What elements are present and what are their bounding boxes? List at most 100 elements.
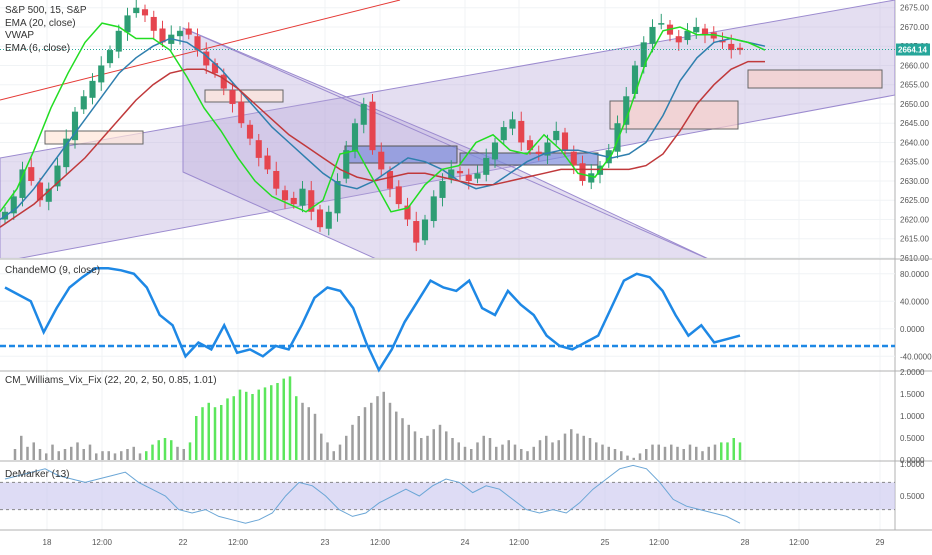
symbol-title: S&P 500, 15, S&P xyxy=(5,5,87,16)
demarker-line xyxy=(4,464,741,524)
vix-bar xyxy=(207,402,210,460)
candle-body xyxy=(150,16,157,31)
candle-body xyxy=(360,103,367,125)
vix-tick-label: 2.0000 xyxy=(900,368,925,377)
price-tick-label: 2645.00 xyxy=(900,119,929,128)
vix-bar xyxy=(251,394,254,460)
candle-body xyxy=(395,186,402,205)
candle-body xyxy=(28,167,35,181)
price-tick-label: 2620.00 xyxy=(900,215,929,224)
vix-bar xyxy=(238,389,242,460)
candle-body xyxy=(194,36,201,51)
candle-body xyxy=(10,196,17,214)
vix-bar xyxy=(632,457,635,460)
vix-bar xyxy=(257,389,260,460)
falling-channel-upper-line xyxy=(182,27,708,258)
candle-body xyxy=(71,111,79,141)
candle-body xyxy=(736,47,744,51)
vix-bar xyxy=(57,451,60,460)
vix-tick-label: 0.0000 xyxy=(900,456,925,465)
time-tick-label: 12:00 xyxy=(92,538,113,547)
vix-bar xyxy=(301,402,304,460)
vix-bar xyxy=(20,435,23,460)
vix-bar xyxy=(645,449,648,460)
ema6-line xyxy=(0,22,766,213)
price-tick-label: 2655.00 xyxy=(900,81,929,90)
vix-bar xyxy=(45,453,48,460)
vix-bar xyxy=(482,435,485,460)
demarker-tick-label: 0.5000 xyxy=(900,492,925,501)
ema6-legend: EMA (6, close) xyxy=(5,42,71,54)
candle-body xyxy=(133,7,140,14)
rising-channel xyxy=(0,0,895,258)
candle-body xyxy=(728,43,735,51)
vix-tick-label: 0.5000 xyxy=(900,434,925,443)
candle-body xyxy=(509,119,516,129)
vix-bar xyxy=(107,451,110,460)
vix-bar xyxy=(345,435,348,460)
vix-bar xyxy=(132,446,135,460)
vix-bar xyxy=(307,407,310,460)
vix-bar xyxy=(738,442,742,460)
demarker-title: DeMarker (13) xyxy=(5,469,70,480)
vix-bar xyxy=(563,433,567,460)
vix-bar xyxy=(551,442,554,460)
candle-body xyxy=(98,65,105,83)
vix-bar xyxy=(557,440,560,460)
time-tick-label: 12:00 xyxy=(370,538,391,547)
vix-bar xyxy=(638,453,642,460)
candle-body xyxy=(561,132,569,151)
candle-body xyxy=(229,90,236,104)
candle-body xyxy=(290,197,297,205)
price-tick-label: 2630.00 xyxy=(900,177,929,186)
vix-bar xyxy=(320,433,323,460)
vix-bar xyxy=(720,442,723,460)
vix-bar xyxy=(295,396,298,460)
vix-bar xyxy=(26,446,29,460)
candle-body xyxy=(448,169,455,179)
vix-bar xyxy=(676,446,679,460)
time-tick-label: 28 xyxy=(741,538,750,547)
vix-bar xyxy=(388,402,392,460)
candle-body xyxy=(54,165,61,187)
vix-bar xyxy=(220,405,223,460)
candle-body xyxy=(115,30,122,52)
candle-body xyxy=(45,188,52,202)
time-tick-label: 23 xyxy=(321,538,330,547)
vix-bar xyxy=(651,444,654,460)
vix-title: CM_Williams_Vix_Fix (22, 20, 2, 50, 0.85… xyxy=(5,375,217,386)
candle-body xyxy=(19,169,26,198)
vix-bar xyxy=(163,438,167,460)
demand-box-1 xyxy=(44,130,144,145)
candle-body xyxy=(491,142,499,160)
candle-body xyxy=(404,205,411,220)
candle-body xyxy=(281,190,289,201)
cmo-line xyxy=(4,267,741,373)
vix-bar xyxy=(263,387,267,460)
candle-body xyxy=(579,163,586,181)
candle-body xyxy=(649,26,656,44)
vix-bar xyxy=(488,438,492,460)
vix-bar xyxy=(545,435,548,460)
vix-bar xyxy=(576,433,579,460)
vix-bar xyxy=(70,446,73,460)
candle-body xyxy=(80,96,87,110)
vix-bar xyxy=(420,438,423,460)
main-legend: S&P 500, 15, S&P EMA (20, close) VWAP EM… xyxy=(5,5,87,55)
candle-body xyxy=(526,140,534,151)
vix-bar xyxy=(138,453,142,460)
candle-body xyxy=(430,196,437,222)
vix-bar xyxy=(326,442,329,460)
vix-bar xyxy=(313,413,317,460)
vix-bar xyxy=(151,444,154,460)
candle-body xyxy=(220,74,227,89)
time-tick-label: 25 xyxy=(601,538,610,547)
candle-body xyxy=(211,63,219,74)
vix-bar xyxy=(445,431,448,460)
vix-bar xyxy=(157,440,160,460)
vix-bar xyxy=(370,402,373,460)
vix-bar xyxy=(95,453,98,460)
vix-bar xyxy=(407,424,410,460)
